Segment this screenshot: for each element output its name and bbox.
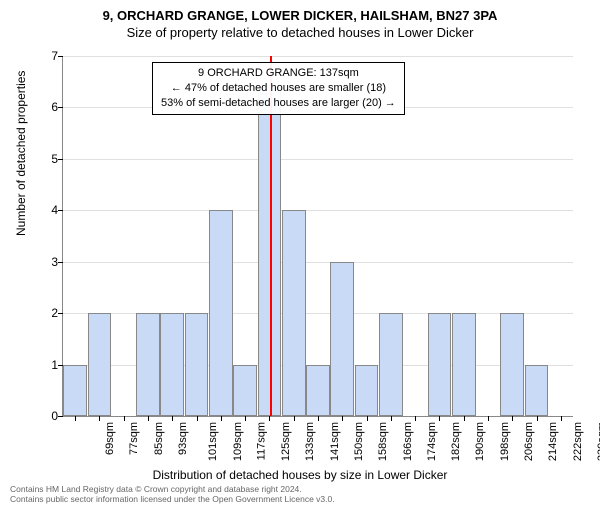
- attribution-line1: Contains HM Land Registry data © Crown c…: [10, 484, 335, 494]
- xtick-label: 182sqm: [450, 422, 462, 461]
- ytick-label: 6: [38, 100, 58, 114]
- ytick-label: 4: [38, 203, 58, 217]
- attribution: Contains HM Land Registry data © Crown c…: [10, 484, 335, 504]
- x-axis-label: Distribution of detached houses by size …: [0, 468, 600, 482]
- chart-title-sub: Size of property relative to detached ho…: [0, 25, 600, 40]
- xtick-label: 150sqm: [353, 422, 365, 461]
- histogram-bar: [525, 365, 549, 416]
- xtick-label: 69sqm: [104, 422, 116, 455]
- ytick-label: 5: [38, 152, 58, 166]
- attribution-line2: Contains public sector information licen…: [10, 494, 335, 504]
- info-box-line1: 9 ORCHARD GRANGE: 137sqm: [161, 66, 396, 81]
- xtick-mark: [561, 416, 562, 421]
- xtick-mark: [148, 416, 149, 421]
- xtick-mark: [172, 416, 173, 421]
- histogram-bar: [88, 313, 112, 416]
- histogram-bar: [452, 313, 476, 416]
- xtick-label: 125sqm: [280, 422, 292, 461]
- histogram-bar: [282, 210, 306, 416]
- histogram-bar: [233, 365, 257, 416]
- histogram-bar: [185, 313, 209, 416]
- xtick-mark: [221, 416, 222, 421]
- histogram-bar: [209, 210, 233, 416]
- ytick-label: 2: [38, 306, 58, 320]
- histogram-bar: [330, 262, 354, 416]
- ytick-mark: [58, 107, 63, 108]
- ytick-mark: [58, 159, 63, 160]
- ytick-mark: [58, 416, 63, 417]
- xtick-mark: [318, 416, 319, 421]
- xtick-mark: [294, 416, 295, 421]
- xtick-mark: [512, 416, 513, 421]
- xtick-label: 214sqm: [547, 422, 559, 461]
- xtick-label: 109sqm: [232, 422, 244, 461]
- xtick-mark: [342, 416, 343, 421]
- xtick-mark: [488, 416, 489, 421]
- ytick-mark: [58, 210, 63, 211]
- histogram-bar: [136, 313, 160, 416]
- histogram-bar: [379, 313, 403, 416]
- xtick-mark: [75, 416, 76, 421]
- xtick-mark: [391, 416, 392, 421]
- gridline: [63, 56, 573, 57]
- xtick-label: 85sqm: [153, 422, 165, 455]
- xtick-label: 93sqm: [177, 422, 189, 455]
- info-box-line2: ← 47% of detached houses are smaller (18…: [161, 81, 396, 96]
- ytick-mark: [58, 56, 63, 57]
- histogram-bar: [355, 365, 379, 416]
- xtick-label: 174sqm: [426, 422, 438, 461]
- info-box: 9 ORCHARD GRANGE: 137sqm ← 47% of detach…: [152, 62, 405, 115]
- ytick-mark: [58, 313, 63, 314]
- histogram-bar: [63, 365, 87, 416]
- xtick-label: 230sqm: [596, 422, 600, 461]
- xtick-mark: [367, 416, 368, 421]
- xtick-mark: [537, 416, 538, 421]
- xtick-label: 158sqm: [377, 422, 389, 461]
- y-axis-label: Number of detached properties: [14, 71, 28, 236]
- ytick-label: 1: [38, 358, 58, 372]
- xtick-mark: [99, 416, 100, 421]
- xtick-mark: [124, 416, 125, 421]
- xtick-label: 77sqm: [128, 422, 140, 455]
- gridline: [63, 159, 573, 160]
- ytick-label: 7: [38, 49, 58, 63]
- chart-title-main: 9, ORCHARD GRANGE, LOWER DICKER, HAILSHA…: [0, 8, 600, 23]
- xtick-label: 141sqm: [329, 422, 341, 461]
- ytick-mark: [58, 262, 63, 263]
- histogram-bar: [306, 365, 330, 416]
- histogram-bar: [160, 313, 184, 416]
- chart-container: 69sqm77sqm85sqm93sqm101sqm109sqm117sqm12…: [62, 56, 572, 416]
- xtick-label: 222sqm: [572, 422, 584, 461]
- xtick-mark: [269, 416, 270, 421]
- xtick-label: 198sqm: [499, 422, 511, 461]
- xtick-mark: [464, 416, 465, 421]
- gridline: [63, 262, 573, 263]
- xtick-mark: [415, 416, 416, 421]
- histogram-bar: [428, 313, 452, 416]
- histogram-bar: [500, 313, 524, 416]
- xtick-mark: [439, 416, 440, 421]
- xtick-mark: [245, 416, 246, 421]
- ytick-label: 0: [38, 409, 58, 423]
- xtick-label: 166sqm: [402, 422, 414, 461]
- xtick-label: 133sqm: [305, 422, 317, 461]
- xtick-label: 117sqm: [255, 422, 267, 460]
- ytick-label: 3: [38, 255, 58, 269]
- xtick-mark: [197, 416, 198, 421]
- info-box-line3: 53% of semi-detached houses are larger (…: [161, 96, 396, 111]
- gridline: [63, 210, 573, 211]
- xtick-label: 101sqm: [207, 422, 219, 461]
- xtick-label: 190sqm: [475, 422, 487, 461]
- xtick-label: 206sqm: [523, 422, 535, 461]
